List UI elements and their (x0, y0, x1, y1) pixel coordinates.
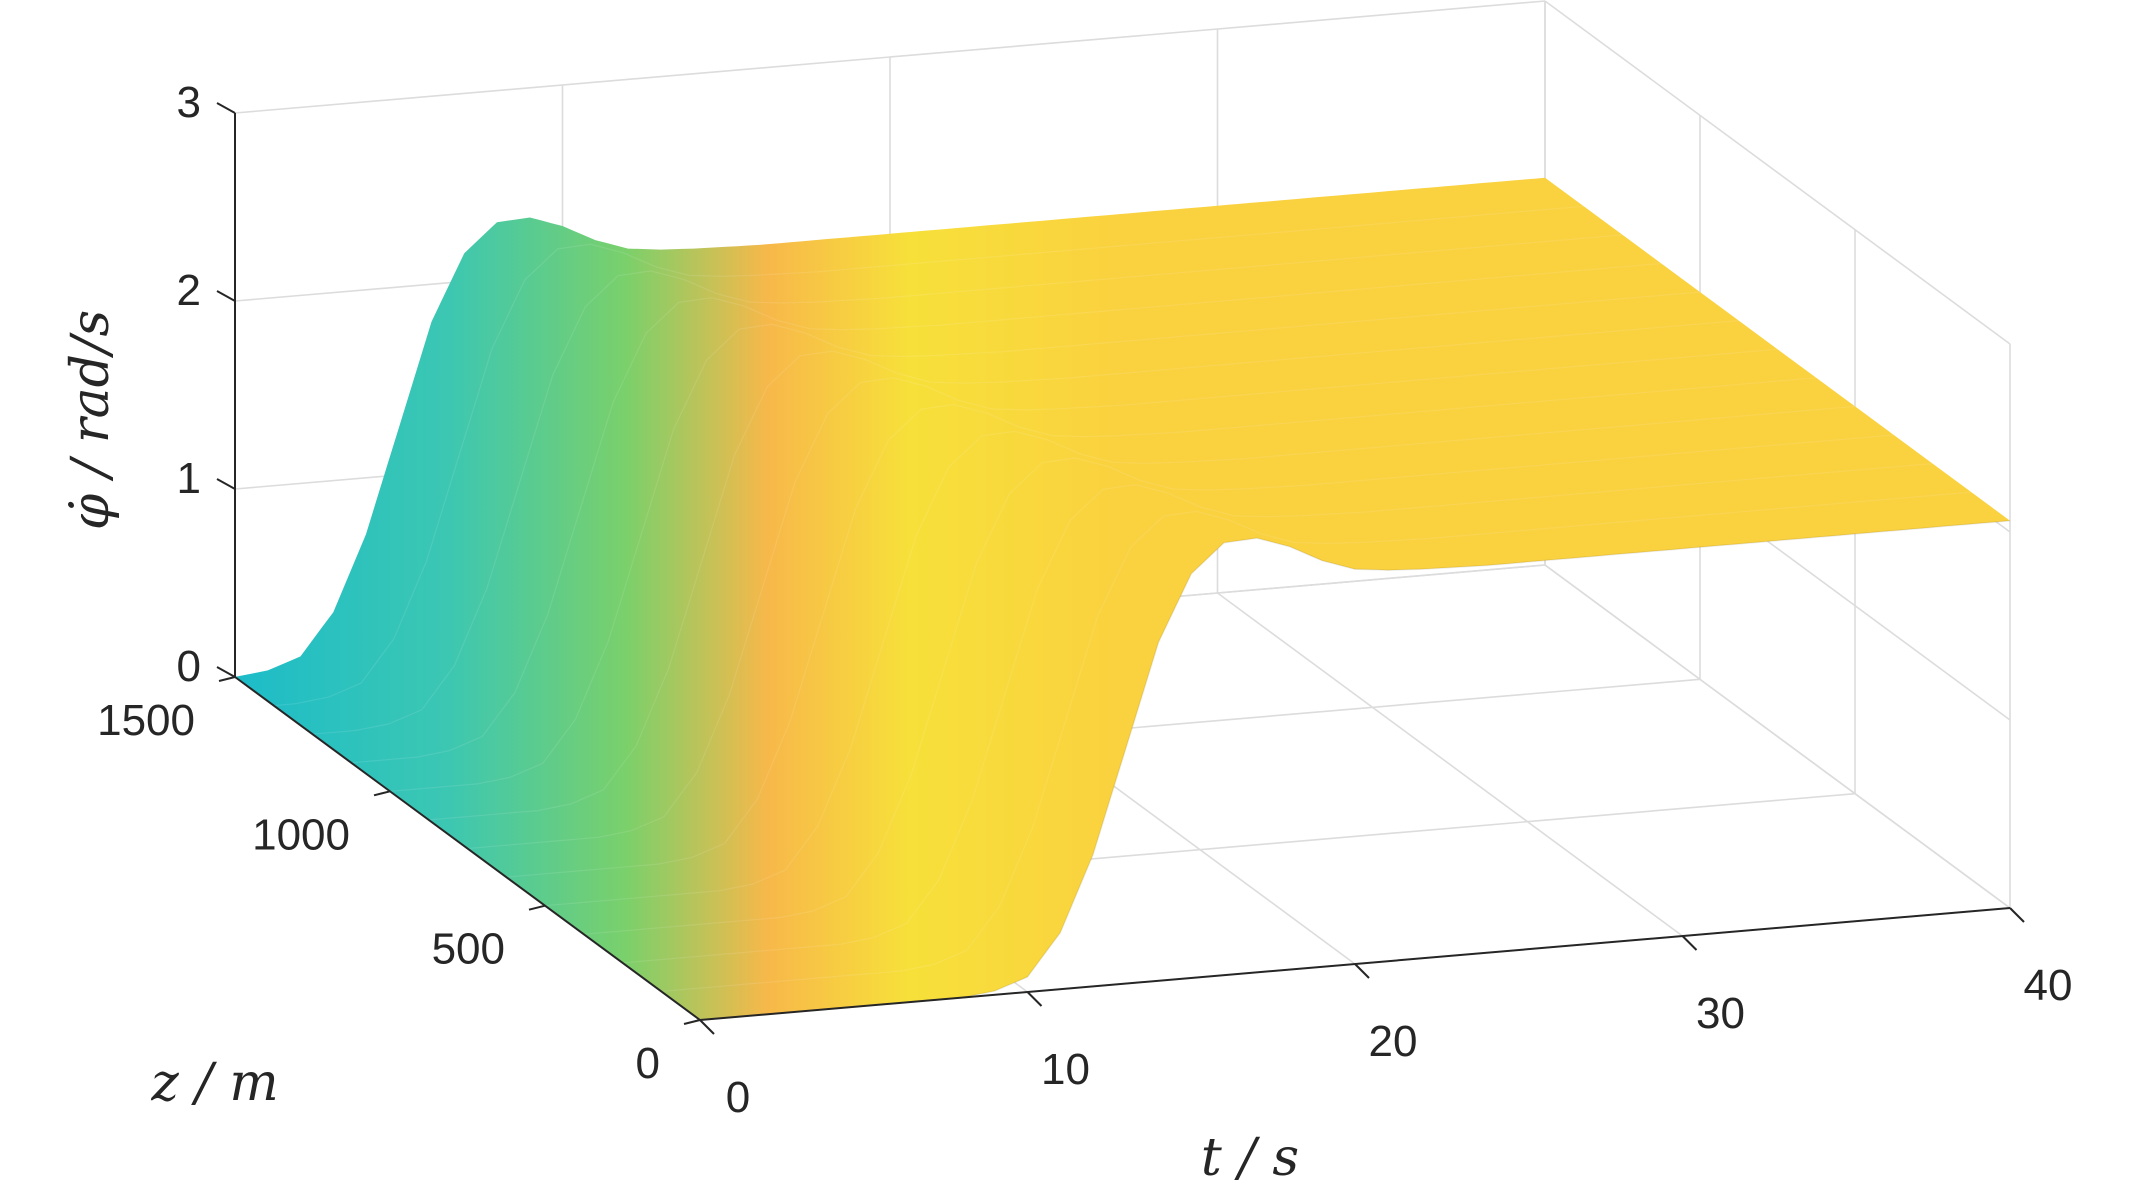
grid-line (1217, 592, 1683, 937)
x-tick-label: 30 (1696, 989, 1745, 1038)
y-axis-label: z / m (150, 1053, 278, 1113)
x-tick-label: 20 (1369, 1017, 1418, 1066)
surface-mesh-line (312, 234, 1623, 735)
y-tick-label: 500 (432, 925, 505, 974)
y-tick-mark (218, 676, 236, 682)
x-axis-label: t / s (1201, 1128, 1299, 1188)
z-ticks: 0 1 2 3 (177, 78, 236, 691)
y-tick-mark (528, 904, 546, 911)
z-tick-label: 1 (177, 454, 201, 503)
y-tick-label: 1000 (252, 810, 350, 859)
x-tick-mark (1354, 963, 1370, 979)
surface-mesh-line (544, 405, 1856, 907)
surface-area (235, 177, 2010, 1020)
z-tick-mark (216, 102, 236, 114)
surface-mesh-line (273, 205, 1584, 707)
surface-mesh-line (506, 377, 1817, 878)
z-tick-label: 2 (177, 266, 201, 315)
y-tick-label: 1500 (97, 696, 195, 745)
surface-mesh-line (467, 348, 1778, 850)
y-axis-line (234, 676, 701, 1021)
grid-line (234, 0, 1546, 114)
z-axis-label: φ̇ / rad/s (61, 310, 121, 530)
y-tick-label: 0 (636, 1039, 660, 1088)
surface-mesh-line (661, 491, 1972, 992)
x-tick-mark (1681, 935, 1698, 951)
y-ticks: 0 500 1000 1500 (97, 676, 701, 1088)
surface-mesh-line (428, 320, 1739, 821)
y-tick-mark (373, 790, 391, 797)
z-tick-label: 0 (177, 642, 201, 691)
surface-mesh-line (622, 463, 1933, 964)
x-tick-mark (1026, 991, 1043, 1007)
surface (235, 177, 2011, 1021)
surface-mesh-line (583, 434, 1894, 935)
surface-mesh-line (389, 291, 1701, 792)
surface-mesh-line (351, 262, 1662, 764)
z-tick-mark (216, 478, 236, 490)
x-tick-label: 10 (1041, 1045, 1090, 1094)
x-ticks: 0 10 20 30 40 (699, 907, 2073, 1122)
z-tick-mark (216, 290, 236, 302)
x-tick-label: 0 (726, 1073, 750, 1122)
z-tick-label: 3 (177, 78, 201, 127)
x-tick-label: 40 (2024, 961, 2073, 1010)
grid-line (1544, 564, 2011, 909)
y-tick-mark (683, 1019, 701, 1025)
x-tick-mark (699, 1019, 715, 1035)
grid-line (1544, 0, 2011, 345)
z-tick-mark (216, 666, 236, 678)
x-tick-mark (2009, 907, 2025, 923)
